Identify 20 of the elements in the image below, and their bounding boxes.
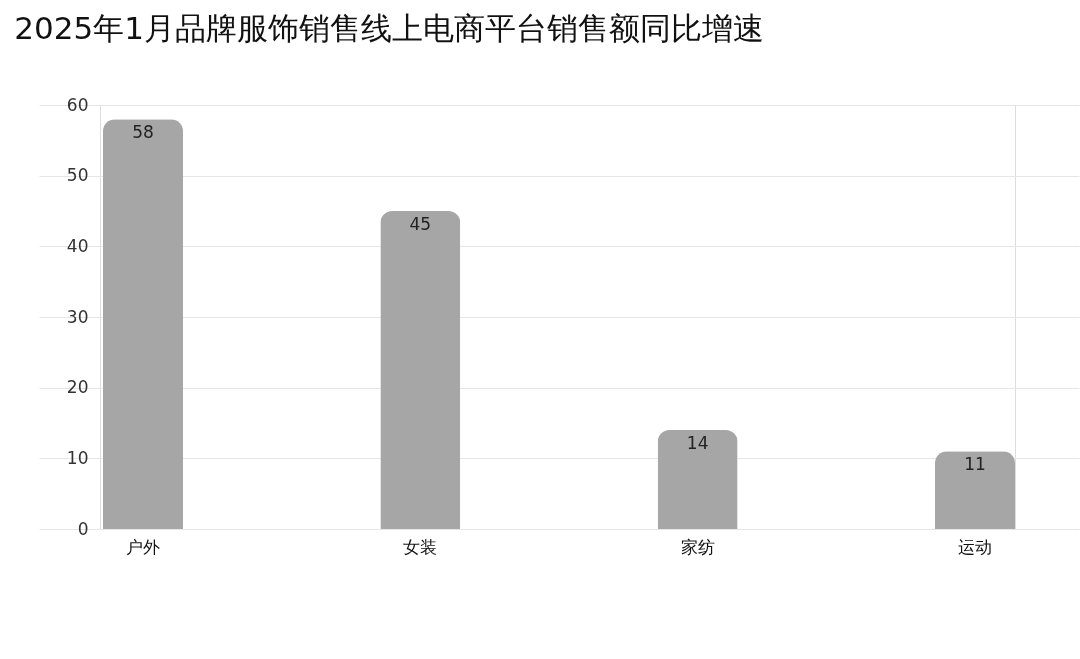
chart-title: 2025年1月品牌服饰销售线上电商平台销售额同比增速 — [14, 10, 764, 46]
bar — [935, 451, 1015, 529]
y-tick-label: 0 — [77, 518, 89, 539]
y-tick-label: 40 — [66, 235, 89, 256]
x-tick-label: 女装 — [403, 536, 438, 557]
bar — [657, 430, 738, 529]
data-label: 45 — [409, 214, 432, 234]
x-tick-label: 运动 — [958, 536, 992, 557]
x-tick-label: 户外 — [126, 536, 160, 557]
x-tick-label: 家纺 — [680, 536, 715, 557]
y-tick-label: 30 — [66, 306, 89, 327]
y-tick-label: 60 — [66, 94, 89, 115]
data-label: 14 — [686, 433, 709, 454]
data-label: 58 — [132, 122, 154, 143]
y-tick-label: 10 — [66, 447, 89, 468]
data-label: 11 — [964, 454, 986, 475]
bar — [380, 211, 461, 529]
y-tick-label: 50 — [66, 165, 89, 186]
bar — [103, 119, 183, 529]
y-tick-label: 20 — [66, 377, 89, 398]
